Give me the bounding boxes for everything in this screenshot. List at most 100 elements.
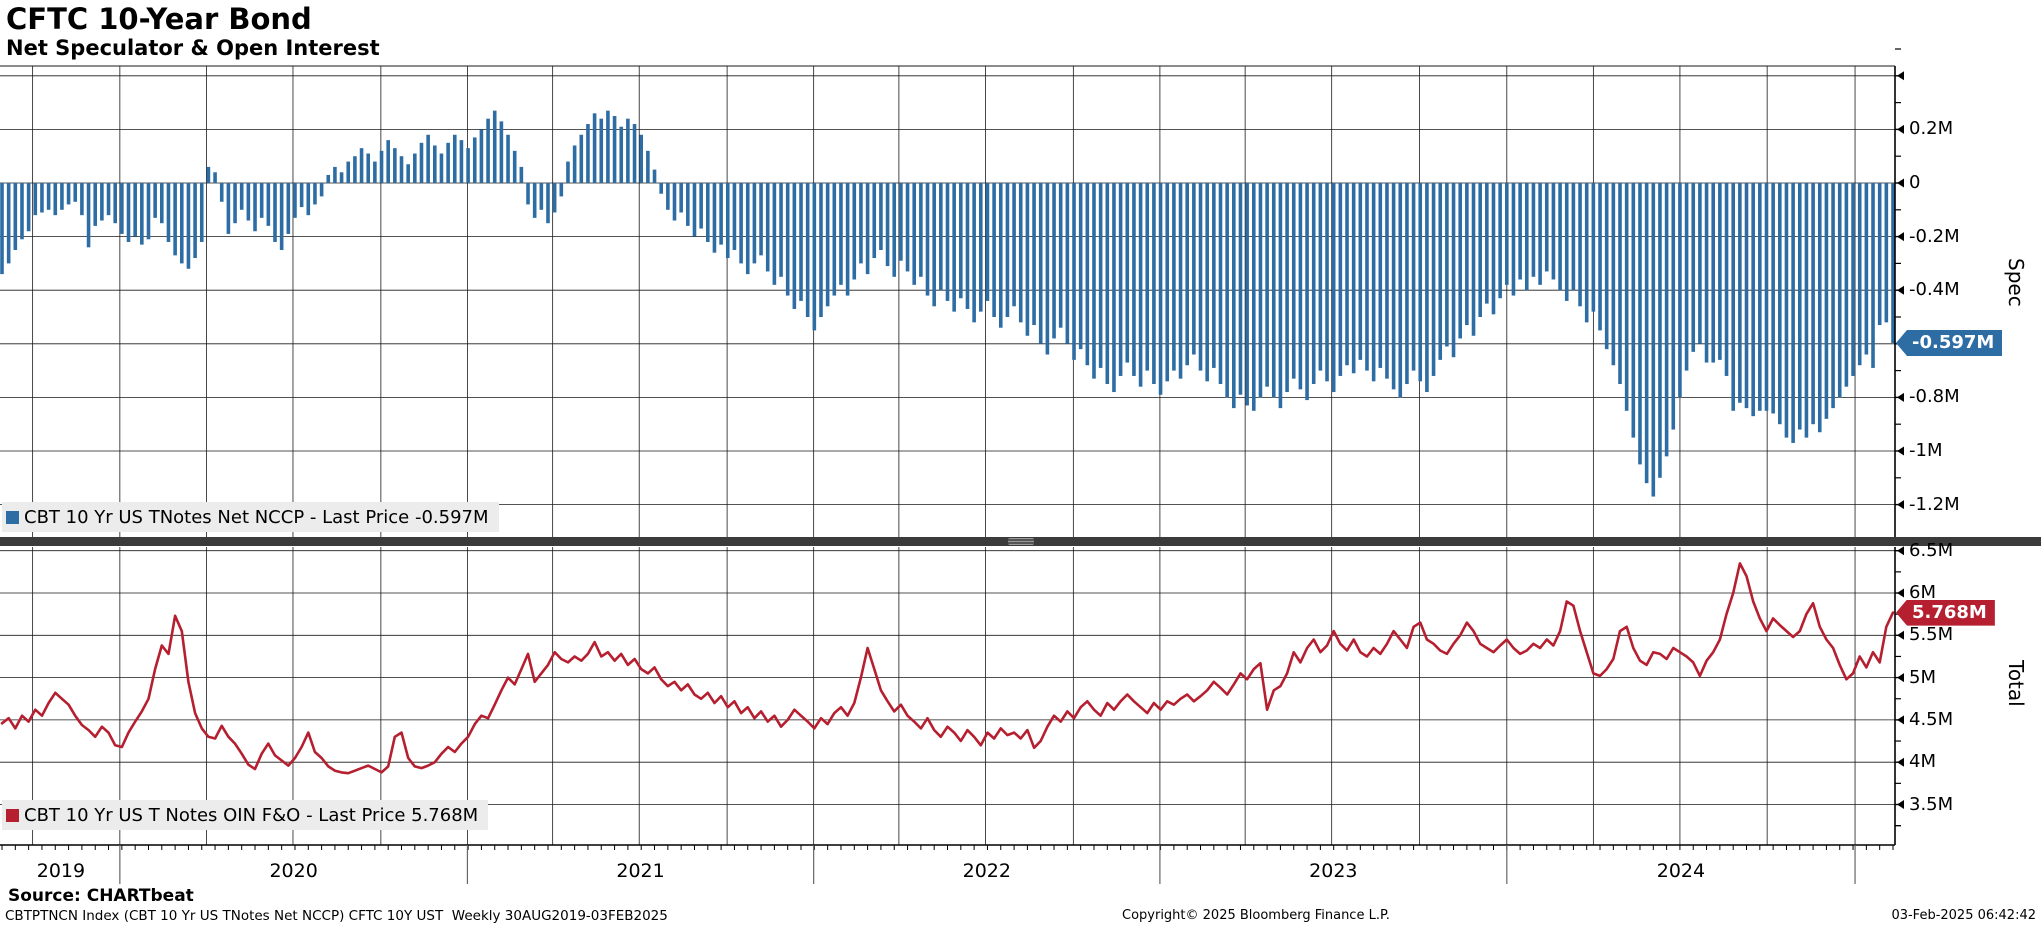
spec-bar (792, 183, 797, 309)
spec-bar (1604, 183, 1609, 350)
spec-bar (1192, 183, 1196, 355)
spec-bar (659, 183, 663, 194)
spec-bar (492, 110, 497, 183)
spec-bar (1877, 183, 1882, 326)
spec-bar (1405, 183, 1409, 384)
spec-bar (313, 183, 317, 205)
spec-bar (1238, 183, 1243, 395)
spec-bar (1418, 183, 1423, 382)
panel-resize-grip[interactable] (1008, 538, 1034, 545)
spec-bar (486, 118, 490, 183)
spec-bar (106, 183, 111, 216)
tick-arrow (1897, 392, 1904, 402)
spec-bar (1771, 183, 1775, 414)
spec-bar (1651, 183, 1656, 497)
spec-bar (1544, 183, 1549, 272)
spec-bar (706, 183, 710, 242)
spec-bar (1152, 183, 1156, 384)
spec-bar (66, 183, 71, 205)
spec-bar (512, 150, 517, 183)
year-label-2021[interactable]: 2021 (616, 860, 665, 882)
spec-bar (1092, 183, 1096, 379)
spec-bar (339, 172, 344, 183)
spec-bar (532, 183, 537, 218)
footer-copyright: Copyright© 2025 Bloomberg Finance L.P. (1122, 908, 1390, 923)
spec-bar (406, 164, 410, 183)
year-label-2019[interactable]: 2019 (36, 860, 86, 882)
spec-bar (1857, 183, 1862, 366)
page-title: CFTC 10-Year Bond (6, 2, 312, 36)
spec-last-price-badge: -0.597M (1896, 329, 2003, 356)
spec-bar (1212, 183, 1216, 368)
spec-bar (1118, 183, 1123, 376)
spec-bar (1325, 183, 1329, 382)
spec-bar (319, 183, 324, 197)
spec-bar (433, 145, 437, 183)
legend-total[interactable]: CBT 10 Yr US T Notes OIN F&O - Last Pric… (2, 800, 489, 830)
spec-bar (259, 183, 264, 218)
year-label-2020[interactable]: 2020 (269, 860, 318, 882)
spec-bar (1411, 183, 1416, 371)
spec-bar (1558, 183, 1562, 291)
spec-bar (379, 150, 384, 183)
spec-bar (1591, 183, 1596, 312)
spec-bar (1824, 183, 1829, 419)
spec-bar (1305, 183, 1309, 401)
spec-bar (1658, 183, 1662, 478)
spec-bar (1331, 183, 1336, 393)
spec-bar (1491, 183, 1496, 315)
spec-bar (905, 183, 910, 272)
spec-bar (872, 183, 877, 259)
legend-spec-label: CBT 10 Yr US TNotes Net NCCP - Last Pric… (24, 506, 489, 528)
spec-bar (499, 121, 504, 183)
spec-bar (752, 183, 757, 264)
spec-bar (1465, 183, 1469, 326)
spec-bar (592, 113, 597, 183)
spec-bar (1551, 183, 1556, 280)
total-tick-label: 4M (1909, 751, 1936, 773)
year-label-2024[interactable]: 2024 (1656, 860, 1706, 882)
spec-bar (1351, 183, 1356, 374)
spec-bar (1018, 183, 1023, 323)
spec-bar (1365, 183, 1369, 371)
spec-bar (1691, 183, 1696, 352)
total-line-series[interactable] (0, 562, 1895, 775)
spec-bar (326, 174, 331, 183)
spec-bar (632, 124, 637, 183)
spec-bar (1831, 183, 1835, 409)
spec-bar (73, 183, 78, 202)
spec-tick-label: 0 (1909, 172, 1921, 193)
spec-bar (1778, 183, 1782, 425)
spec-bar (1058, 183, 1063, 328)
year-label-2023[interactable]: 2023 (1309, 860, 1358, 882)
spec-bar (959, 183, 963, 299)
spec-bar (785, 183, 790, 296)
spec-bar (1784, 183, 1789, 438)
spec-bar (173, 183, 177, 256)
spec-bar (1158, 183, 1163, 395)
spec-bar (1564, 183, 1569, 301)
year-label-2022[interactable]: 2022 (962, 860, 1011, 882)
spec-bar (719, 183, 723, 245)
spec-bar (1198, 183, 1203, 371)
spec-bar (745, 183, 750, 275)
spec-bar (1478, 183, 1482, 317)
spec-bar (1524, 183, 1529, 291)
spec-bar (1571, 183, 1576, 291)
spec-bar (166, 183, 171, 242)
spec-bar (1078, 183, 1083, 350)
spec-tick-label: -0.4M (1909, 279, 1960, 301)
spec-bar (1864, 183, 1869, 355)
spec-bar (273, 183, 277, 242)
spec-bar (1797, 183, 1802, 430)
spec-bar (452, 134, 457, 183)
total-tick-label: 5M (1909, 666, 1936, 688)
spec-tick-label: 0.2M (1909, 118, 1954, 140)
spec-bar (226, 183, 231, 234)
spec-bar (972, 183, 976, 323)
spec-bar-series[interactable] (0, 110, 1895, 497)
spec-bar (1531, 183, 1536, 277)
legend-spec[interactable]: CBT 10 Yr US TNotes Net NCCP - Last Pric… (2, 502, 499, 532)
spec-tick-label: -1.2M (1909, 493, 1960, 515)
